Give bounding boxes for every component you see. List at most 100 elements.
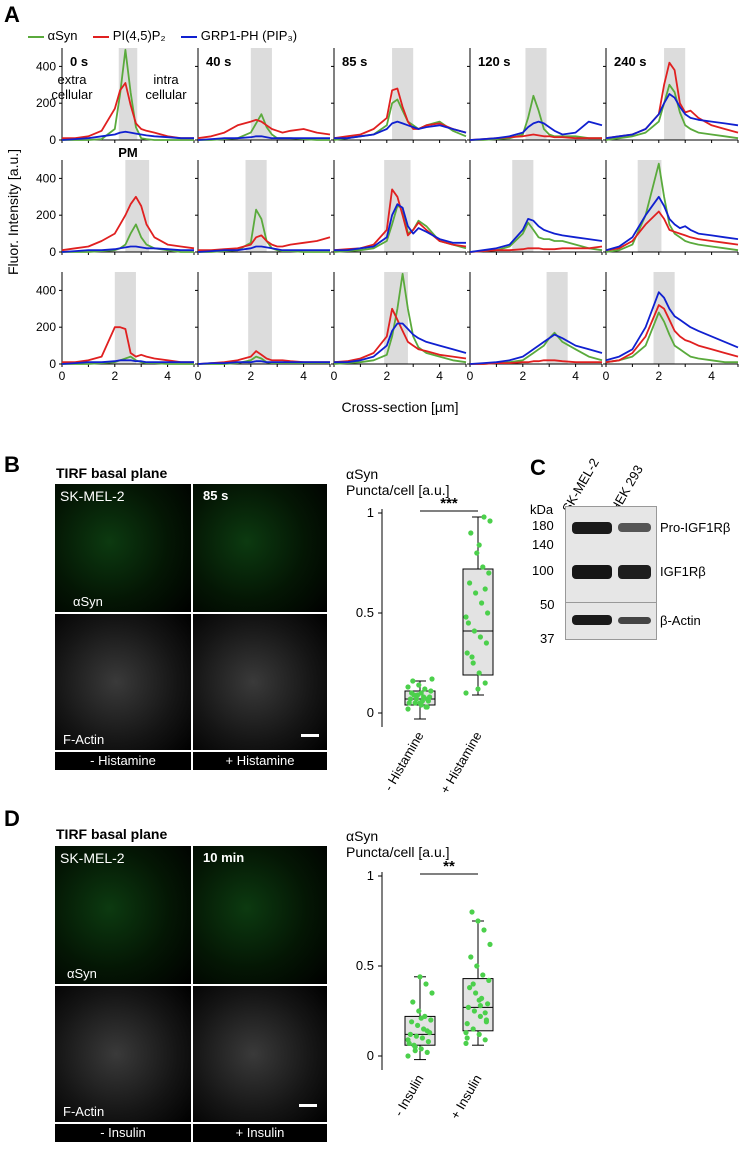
point-0-8: [407, 696, 413, 702]
point-1-20: [469, 909, 475, 915]
y-tick-label-10-0: 0: [49, 357, 56, 371]
series-line-8-0: [469, 221, 603, 253]
point-0-18: [423, 981, 429, 987]
panel-d-scale-bar: [299, 1104, 317, 1107]
point-0-16: [410, 678, 416, 684]
panel-b-title: TIRF basal plane: [56, 465, 168, 481]
point-0-2: [418, 1046, 424, 1052]
x-tick-label-12-2: 4: [436, 369, 443, 383]
point-0-7: [413, 696, 419, 702]
panel-b-time: 85 s: [203, 488, 229, 503]
series-line-13-2: [469, 333, 603, 365]
series-line-3-0: [470, 94, 602, 141]
band-pro-igf1r-lane2: [618, 523, 651, 532]
point-1-8: [465, 1004, 471, 1010]
panel-b-asyn-right: 85 s: [193, 484, 327, 612]
annot-pm: PM: [118, 145, 138, 160]
point-0-4: [406, 700, 412, 706]
panel-d-channel-top: αSyn: [67, 966, 97, 981]
point-1-21: [463, 1030, 469, 1036]
point-1-1: [482, 1037, 488, 1043]
legend-label-asyn: αSyn: [47, 28, 78, 43]
point-1-19: [475, 686, 481, 692]
marker-37: 37: [540, 631, 555, 646]
point-1-12: [467, 580, 473, 586]
point-0-14: [422, 686, 428, 692]
legend-swatch-pip2: [93, 35, 110, 38]
point-1-21: [463, 614, 469, 620]
series-line-8-2: [469, 217, 603, 253]
time-label-0: 0 s: [70, 54, 88, 69]
time-label-1: 40 s: [206, 54, 231, 69]
point-0-22: [424, 696, 430, 702]
pm-band-11: [248, 272, 272, 364]
series-line-12-1: [333, 307, 467, 364]
point-1-0: [463, 690, 469, 696]
band-igf1r-lane1: [572, 565, 612, 579]
point-1-7: [471, 628, 477, 634]
series-line-10-0: [62, 355, 194, 365]
point-1-4: [464, 650, 470, 656]
point-1-16: [468, 530, 474, 536]
point-1-23: [476, 542, 482, 548]
point-1-5: [483, 640, 489, 646]
series-line-6-2: [197, 245, 330, 253]
legend-swatch-pip3: [181, 35, 198, 38]
point-1-7: [471, 1008, 477, 1014]
point-0-13: [428, 688, 434, 694]
point-1-17: [487, 941, 493, 947]
y-tick-label-5-2: 400: [36, 171, 56, 185]
point-0-17: [429, 676, 435, 682]
point-0-18: [423, 704, 429, 710]
series-line-9-2: [605, 195, 739, 252]
point-1-9: [485, 1001, 491, 1007]
annot-extra-1: extra: [58, 72, 88, 87]
x-tick-label-11-1: 2: [247, 369, 254, 383]
point-0-23: [418, 690, 424, 696]
y-tick-label-0-2: 400: [36, 59, 56, 73]
series-line-2-2: [334, 120, 467, 140]
panel-b-plot-title-1: αSyn: [346, 466, 379, 482]
x-tick-label-13-0: 0: [467, 369, 474, 383]
point-1-22: [482, 586, 488, 592]
point-1-17: [487, 518, 493, 524]
panel-d-time: 10 min: [203, 850, 245, 865]
point-1-2: [476, 670, 482, 676]
point-1-14: [480, 564, 486, 570]
point-1-8: [465, 620, 471, 626]
panel-d-actin-left: F-Actin: [55, 986, 191, 1122]
sig-stars: ***: [440, 495, 458, 512]
point-0-0: [405, 706, 411, 712]
pm-band-9: [637, 160, 662, 252]
point-1-9: [485, 610, 491, 616]
x-tick-label-12-0: 0: [331, 369, 338, 383]
x-tick-label-14-0: 0: [603, 369, 610, 383]
point-0-19: [417, 700, 423, 706]
time-label-4: 240 s: [614, 54, 647, 69]
marker-50: 50: [540, 597, 555, 612]
panel-b-actin-right: [193, 614, 327, 750]
point-0-22: [424, 1028, 430, 1034]
point-1-2: [476, 1031, 482, 1037]
pm-band-8: [512, 160, 534, 252]
band-label-actin: β-Actin: [660, 613, 701, 628]
point-1-3: [470, 1026, 476, 1032]
series-line-11-2: [197, 360, 330, 365]
annot-intra-2: cellular: [145, 87, 187, 102]
category-label-1: + Histamine: [437, 729, 484, 796]
panel-d-cond-right: + Insulin: [193, 1124, 327, 1142]
pm-band-10: [114, 272, 136, 364]
pm-band-6: [245, 160, 267, 252]
series-line-12-2: [334, 322, 467, 364]
point-1-3: [470, 660, 476, 666]
sig-stars: **: [443, 858, 455, 875]
series-line-14-1: [605, 304, 739, 364]
point-1-15: [474, 963, 480, 969]
point-0-5: [425, 1039, 431, 1045]
panel-b-asyn-left: SK-MEL-2 αSyn: [55, 484, 191, 612]
panel-b-channel-bottom: F-Actin: [63, 732, 105, 747]
series-line-0-2: [61, 130, 194, 141]
band-actin-lane2: [618, 617, 651, 624]
y-tick-label-10-1: 200: [36, 320, 56, 334]
panel-d-actin-right: [193, 986, 327, 1122]
